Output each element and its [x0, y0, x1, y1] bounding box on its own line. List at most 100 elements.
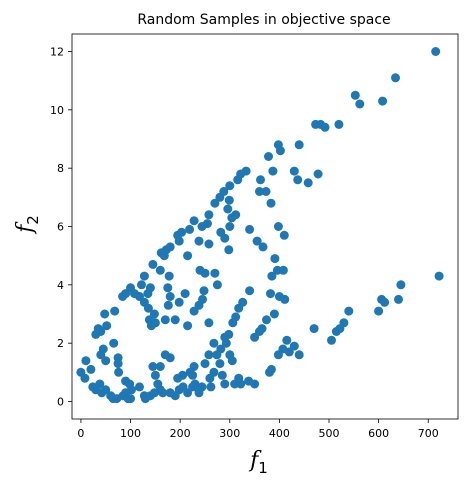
data-point: [101, 356, 110, 365]
data-point: [233, 175, 242, 184]
data-point: [175, 298, 184, 307]
data-point: [220, 380, 229, 389]
y-tick-label: 10: [50, 104, 64, 117]
data-point: [81, 356, 90, 365]
data-point: [351, 91, 360, 100]
data-point: [266, 289, 275, 298]
data-point: [181, 289, 190, 298]
data-point: [209, 339, 218, 348]
data-point: [183, 251, 192, 260]
data-point: [114, 368, 123, 377]
y-tick-label: 8: [57, 162, 64, 175]
y-tick-label: 0: [57, 396, 64, 409]
data-point: [228, 356, 237, 365]
data-point: [164, 301, 173, 310]
data-point: [165, 272, 174, 281]
data-point: [276, 146, 285, 155]
data-point: [195, 388, 204, 397]
data-point: [355, 100, 364, 109]
data-point: [137, 280, 146, 289]
data-point: [295, 350, 304, 359]
data-point: [256, 175, 265, 184]
data-point: [148, 362, 157, 371]
data-point: [228, 318, 237, 327]
data-point: [195, 237, 204, 246]
data-point: [311, 120, 320, 129]
data-point: [218, 371, 227, 380]
data-point: [157, 248, 166, 257]
data-point: [255, 187, 264, 196]
data-point: [196, 266, 205, 275]
data-point: [282, 336, 291, 345]
data-point: [204, 210, 213, 219]
data-point: [126, 394, 135, 403]
data-point: [270, 310, 279, 319]
data-point: [210, 269, 219, 278]
data-point: [250, 380, 259, 389]
data-point: [204, 318, 213, 327]
data-point: [267, 365, 276, 374]
data-point: [166, 292, 175, 301]
data-point: [270, 254, 279, 263]
data-point: [290, 167, 299, 176]
data-point: [114, 359, 123, 368]
data-point: [220, 333, 229, 342]
data-point: [293, 175, 302, 184]
data-point: [374, 307, 383, 316]
data-point: [216, 228, 225, 237]
data-point: [206, 382, 215, 391]
data-point: [314, 170, 323, 179]
data-point: [394, 295, 403, 304]
data-point: [161, 350, 170, 359]
chart-title: Random Samples in objective space: [137, 12, 390, 28]
x-tick-label: 600: [368, 427, 389, 440]
data-point: [212, 350, 221, 359]
y-tick-label: 2: [57, 337, 64, 350]
data-point: [295, 140, 304, 149]
data-point: [380, 298, 389, 307]
data-point: [264, 152, 273, 161]
x-tick-label: 0: [77, 427, 84, 440]
data-point: [268, 167, 277, 176]
data-point: [245, 286, 254, 295]
data-point: [223, 205, 232, 214]
data-point: [250, 333, 259, 342]
data-point: [156, 266, 165, 275]
data-point: [110, 307, 119, 316]
data-point: [391, 73, 400, 82]
data-point: [148, 260, 157, 269]
x-tick-label: 100: [120, 427, 141, 440]
y-axis-label-sub: 2: [24, 215, 42, 225]
data-point: [435, 272, 444, 281]
data-point: [175, 237, 184, 246]
data-point: [378, 97, 387, 106]
data-point: [190, 216, 199, 225]
data-point: [200, 286, 209, 295]
data-point: [234, 374, 243, 383]
data-point: [204, 240, 213, 249]
data-point: [215, 359, 224, 368]
data-point: [185, 225, 194, 234]
data-point: [190, 307, 199, 316]
data-point: [225, 196, 234, 205]
data-point: [224, 245, 233, 254]
data-point: [279, 266, 288, 275]
data-point: [183, 321, 192, 330]
x-tick-label: 400: [269, 427, 290, 440]
data-point: [267, 199, 276, 208]
data-point: [334, 120, 343, 129]
data-point: [213, 280, 222, 289]
data-point: [209, 368, 218, 377]
data-point: [280, 295, 289, 304]
data-point: [100, 310, 109, 319]
x-tick-label: 300: [219, 427, 240, 440]
data-point: [339, 318, 348, 327]
data-point: [201, 359, 210, 368]
data-point: [396, 280, 405, 289]
data-point: [161, 315, 170, 324]
data-point: [204, 350, 213, 359]
x-tick-label: 500: [319, 427, 340, 440]
data-point: [431, 47, 440, 56]
